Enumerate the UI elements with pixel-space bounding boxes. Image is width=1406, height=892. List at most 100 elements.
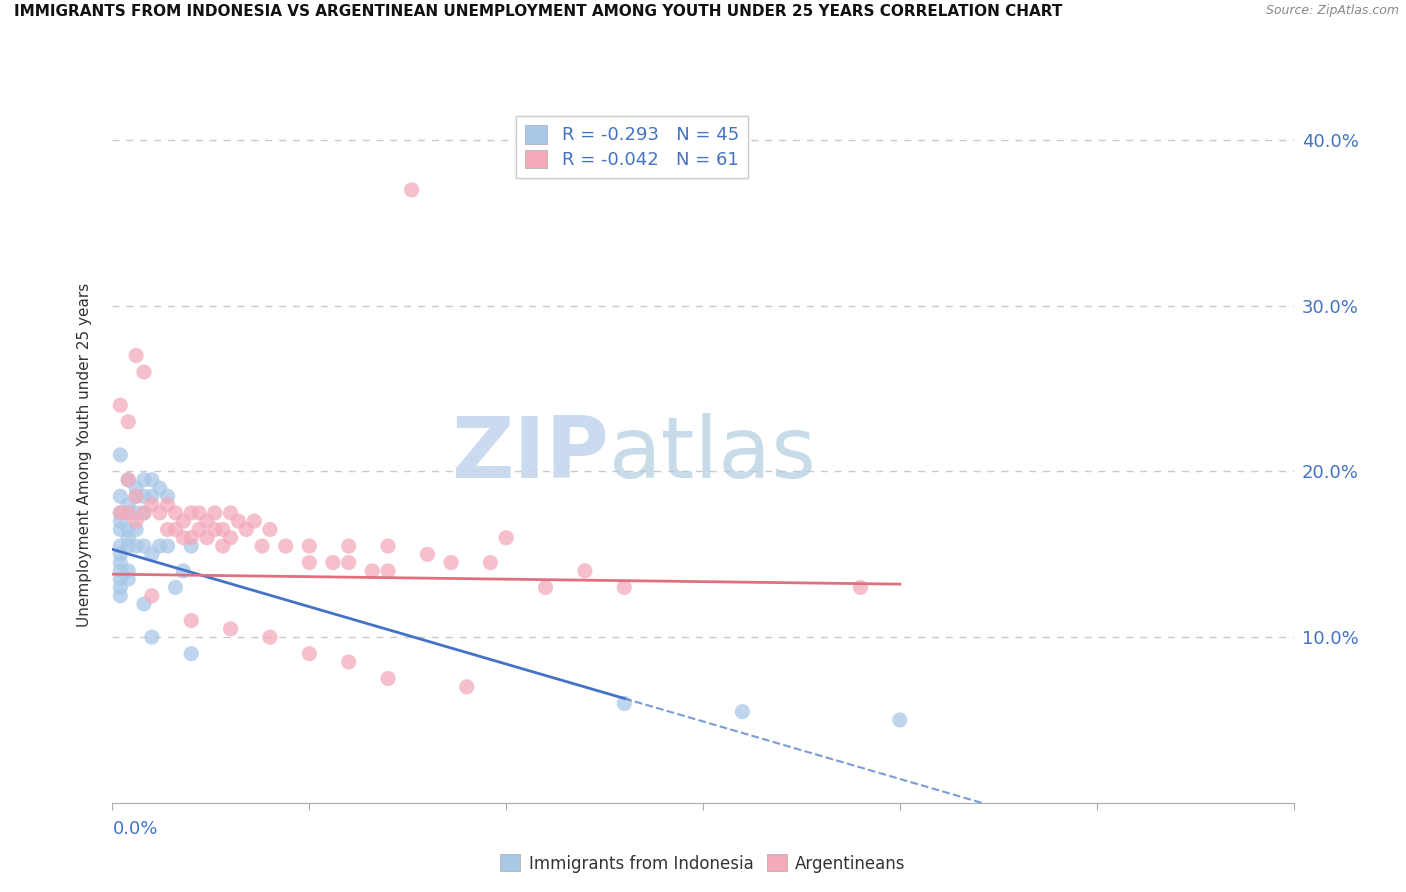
Point — [180, 531, 202, 545]
Point — [534, 581, 557, 595]
Point — [117, 523, 139, 537]
Point — [322, 556, 344, 570]
Point — [110, 539, 132, 553]
Point — [180, 647, 202, 661]
Point — [125, 539, 148, 553]
Point — [211, 523, 233, 537]
Point — [141, 589, 163, 603]
Point — [117, 572, 139, 586]
Point — [337, 556, 360, 570]
Point — [132, 489, 155, 503]
Point — [495, 531, 517, 545]
Point — [141, 498, 163, 512]
Point — [125, 349, 148, 363]
Point — [165, 581, 187, 595]
Point — [141, 473, 163, 487]
Point — [337, 655, 360, 669]
Point — [211, 539, 233, 553]
Point — [132, 597, 155, 611]
Point — [117, 506, 139, 520]
Point — [377, 539, 399, 553]
Point — [110, 448, 132, 462]
Point — [180, 506, 202, 520]
Point — [117, 539, 139, 553]
Point — [110, 523, 132, 537]
Point — [172, 514, 194, 528]
Point — [228, 514, 250, 528]
Text: Source: ZipAtlas.com: Source: ZipAtlas.com — [1265, 4, 1399, 18]
Point — [165, 523, 187, 537]
Point — [110, 564, 132, 578]
Point — [377, 672, 399, 686]
Point — [479, 556, 502, 570]
Point — [259, 523, 281, 537]
Text: 0.0%: 0.0% — [112, 821, 157, 838]
Legend: R = -0.293   N = 45, R = -0.042   N = 61: R = -0.293 N = 45, R = -0.042 N = 61 — [516, 116, 748, 178]
Point — [125, 489, 148, 503]
Point — [195, 531, 218, 545]
Point — [110, 589, 132, 603]
Point — [156, 523, 179, 537]
Point — [110, 556, 132, 570]
Point — [132, 365, 155, 379]
Point — [117, 506, 139, 520]
Point — [132, 473, 155, 487]
Point — [110, 572, 132, 586]
Point — [204, 523, 226, 537]
Point — [259, 630, 281, 644]
Point — [731, 705, 754, 719]
Point — [149, 481, 172, 495]
Point — [250, 539, 273, 553]
Point — [274, 539, 297, 553]
Point — [125, 481, 148, 495]
Point — [361, 564, 384, 578]
Point — [219, 506, 242, 520]
Point — [110, 398, 132, 412]
Point — [195, 514, 218, 528]
Point — [156, 539, 179, 553]
Legend: Immigrants from Indonesia, Argentineans: Immigrants from Indonesia, Argentineans — [494, 847, 912, 880]
Point — [117, 531, 139, 545]
Point — [156, 498, 179, 512]
Text: atlas: atlas — [609, 413, 817, 497]
Point — [204, 506, 226, 520]
Point — [132, 506, 155, 520]
Point — [156, 489, 179, 503]
Point — [149, 539, 172, 553]
Point — [243, 514, 266, 528]
Point — [613, 581, 636, 595]
Point — [416, 547, 439, 561]
Point — [456, 680, 478, 694]
Point — [141, 630, 163, 644]
Point — [440, 556, 463, 570]
Point — [401, 183, 423, 197]
Point — [180, 539, 202, 553]
Point — [110, 506, 132, 520]
Text: ZIP: ZIP — [451, 413, 609, 497]
Point — [132, 506, 155, 520]
Point — [110, 506, 132, 520]
Point — [574, 564, 596, 578]
Point — [125, 514, 148, 528]
Point — [165, 506, 187, 520]
Point — [110, 489, 132, 503]
Point — [298, 556, 321, 570]
Point — [188, 523, 211, 537]
Point — [117, 498, 139, 512]
Point — [219, 531, 242, 545]
Point — [235, 523, 257, 537]
Point — [117, 564, 139, 578]
Point — [172, 564, 194, 578]
Point — [110, 581, 132, 595]
Point — [125, 523, 148, 537]
Point — [298, 647, 321, 661]
Point — [117, 415, 139, 429]
Point — [219, 622, 242, 636]
Point — [110, 547, 132, 561]
Point — [141, 547, 163, 561]
Point — [337, 539, 360, 553]
Point — [298, 539, 321, 553]
Point — [125, 489, 148, 503]
Point — [149, 506, 172, 520]
Point — [613, 697, 636, 711]
